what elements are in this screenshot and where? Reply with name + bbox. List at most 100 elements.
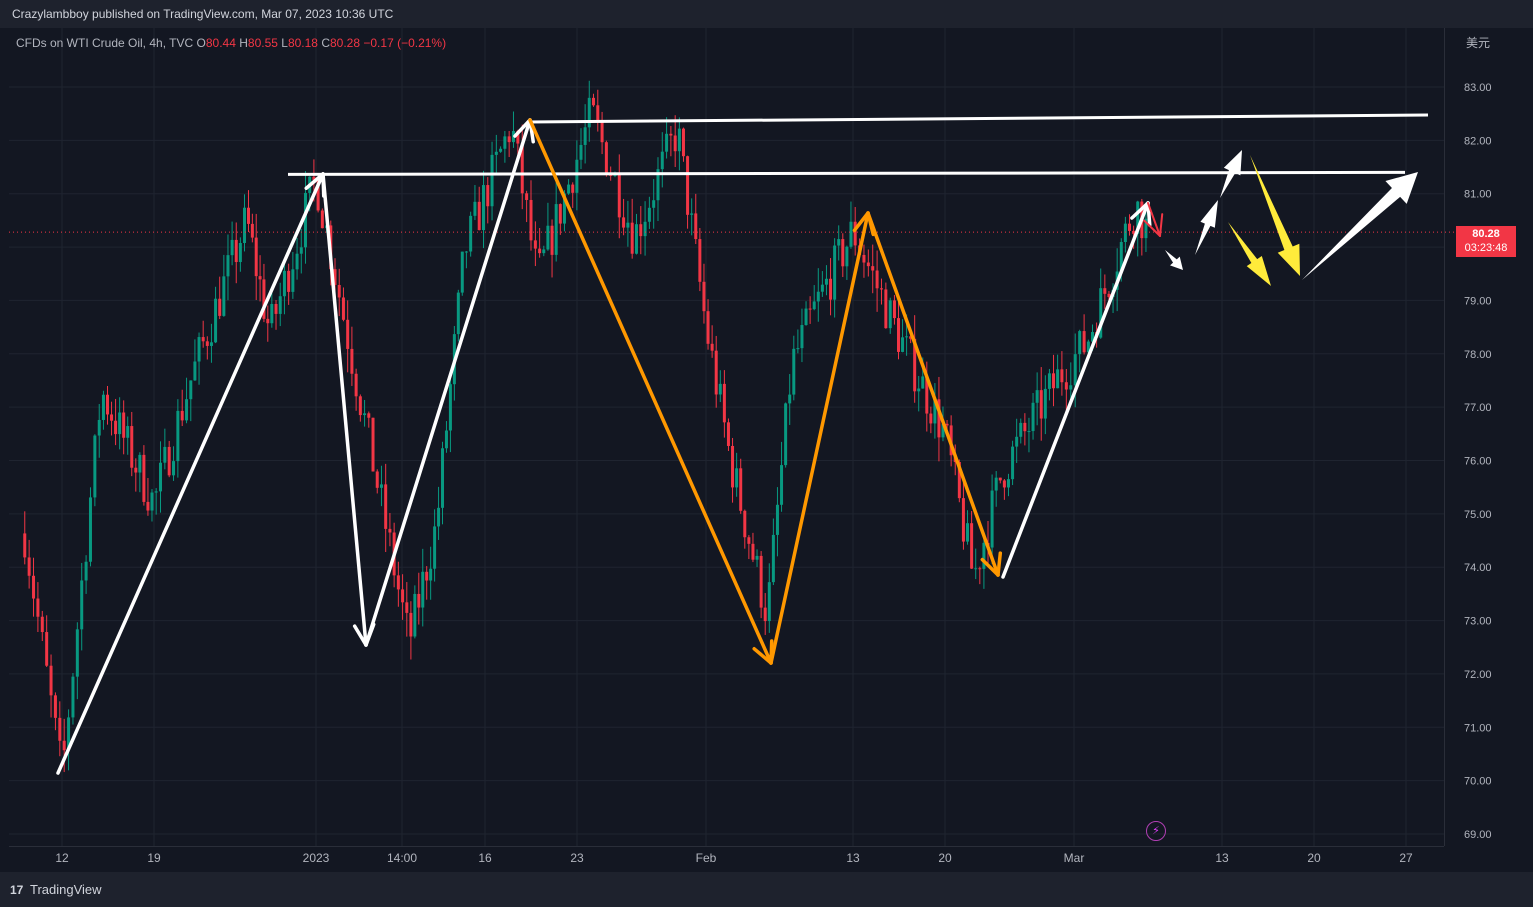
candle-body	[800, 325, 804, 349]
price-axis[interactable]	[1444, 28, 1525, 846]
candle-body	[1073, 354, 1077, 386]
low-label: L	[281, 36, 288, 50]
candle-body	[101, 394, 105, 420]
candle-body	[163, 446, 167, 463]
wave-arrow-up-4-head	[1130, 201, 1150, 220]
x-tick-label: 13	[1215, 851, 1229, 865]
candle-body	[507, 136, 511, 143]
wave-arrow-up-3	[769, 211, 870, 665]
candle-body	[494, 151, 498, 155]
candle-body	[150, 492, 154, 511]
candle-body	[1064, 382, 1068, 390]
projection-arrow-yellow-1	[1228, 222, 1271, 286]
chart-pane[interactable]	[9, 28, 1444, 846]
y-tick-label: 71.00	[1464, 722, 1492, 734]
candle-body	[358, 396, 362, 416]
candle-body	[759, 555, 763, 608]
candle-body	[172, 461, 176, 476]
candle-body	[726, 422, 730, 446]
candle-body	[933, 399, 937, 424]
candle-body	[1019, 422, 1023, 437]
currency-label[interactable]: 美元	[1466, 36, 1491, 50]
candle-body	[243, 207, 247, 243]
footer-bar: 17 TradingView	[0, 872, 1533, 907]
candle-body	[266, 318, 270, 324]
candle-body	[917, 388, 921, 392]
candle-body	[354, 373, 358, 397]
candle-body	[159, 462, 163, 492]
candle-body	[337, 284, 341, 298]
candle-body	[299, 247, 303, 254]
candle-body	[226, 255, 230, 277]
y-tick-label: 70.00	[1464, 776, 1492, 788]
candle-body	[421, 571, 425, 608]
footer-brand: TradingView	[30, 882, 102, 897]
candle-body	[214, 298, 218, 343]
symbol-legend: CFDs on WTI Crude Oil, 4h, TVC O80.44 H8…	[16, 36, 446, 50]
y-tick-label: 72.00	[1464, 669, 1492, 681]
candle-body	[456, 292, 460, 335]
candle-body	[579, 144, 583, 160]
candle-body	[784, 403, 788, 466]
candle-body	[142, 454, 146, 502]
candle-body	[837, 239, 841, 246]
candle-body	[966, 523, 970, 542]
x-tick-label: Mar	[1064, 851, 1085, 865]
candle-body	[816, 291, 820, 302]
candle-body	[1015, 436, 1019, 447]
candle-body	[718, 383, 722, 395]
x-tick-label: 20	[1307, 851, 1321, 865]
lightning-icon[interactable]: ⚡	[1146, 821, 1166, 841]
candle-body	[134, 467, 138, 473]
candle-body	[694, 213, 698, 240]
candle-body	[710, 343, 714, 351]
wave-arrow-up-1-head	[304, 172, 325, 190]
low-value: 80.18	[287, 36, 318, 50]
candle-body	[167, 446, 171, 476]
wave-arrow-down-1-head	[352, 624, 368, 647]
high-value: 80.55	[247, 36, 278, 50]
candle-body	[316, 179, 320, 211]
wave-arrow-up-2-head	[513, 118, 532, 138]
candle-body	[763, 607, 767, 622]
candle-body	[562, 193, 566, 224]
close-label: C	[321, 36, 330, 50]
candle-body	[36, 598, 40, 617]
candle-body	[62, 740, 66, 751]
candle-body	[138, 454, 142, 473]
candle-body	[862, 254, 866, 263]
candle-body	[1031, 402, 1035, 432]
symbol-name[interactable]: CFDs on WTI Crude Oil, 4h, TVC	[16, 36, 194, 50]
candle-body	[896, 318, 900, 352]
candle-body	[425, 571, 429, 581]
candle-body	[673, 135, 677, 152]
change-value: −0.17 (−0.21%)	[363, 36, 447, 50]
candle-body	[1039, 390, 1043, 419]
candle-body	[909, 336, 913, 339]
candle-body	[122, 412, 126, 438]
projection-arrow-down-small	[1165, 250, 1183, 270]
candle-body	[1136, 201, 1140, 234]
candle-body	[686, 156, 690, 215]
time-axis[interactable]	[9, 846, 1444, 873]
candle-body	[892, 300, 896, 319]
x-tick-label: 12	[55, 851, 69, 865]
candle-body	[905, 336, 909, 338]
candle-body	[45, 632, 49, 666]
candle-body	[669, 133, 673, 136]
candle-body	[262, 279, 266, 319]
candle-body	[941, 423, 945, 438]
candle-body	[871, 266, 875, 271]
wave-arrow-up-2	[364, 118, 532, 647]
candle-body	[405, 602, 409, 613]
candle-body	[575, 159, 579, 193]
candle-body	[796, 348, 800, 350]
last-move-arrow-head	[1159, 213, 1164, 237]
candle-body	[739, 468, 743, 511]
candle-body	[1099, 288, 1103, 338]
publish-bar: Crazylambboy published on TradingView.co…	[0, 0, 1533, 28]
candle-body	[75, 629, 79, 677]
candle-body	[808, 308, 812, 310]
candle-body	[706, 311, 710, 344]
